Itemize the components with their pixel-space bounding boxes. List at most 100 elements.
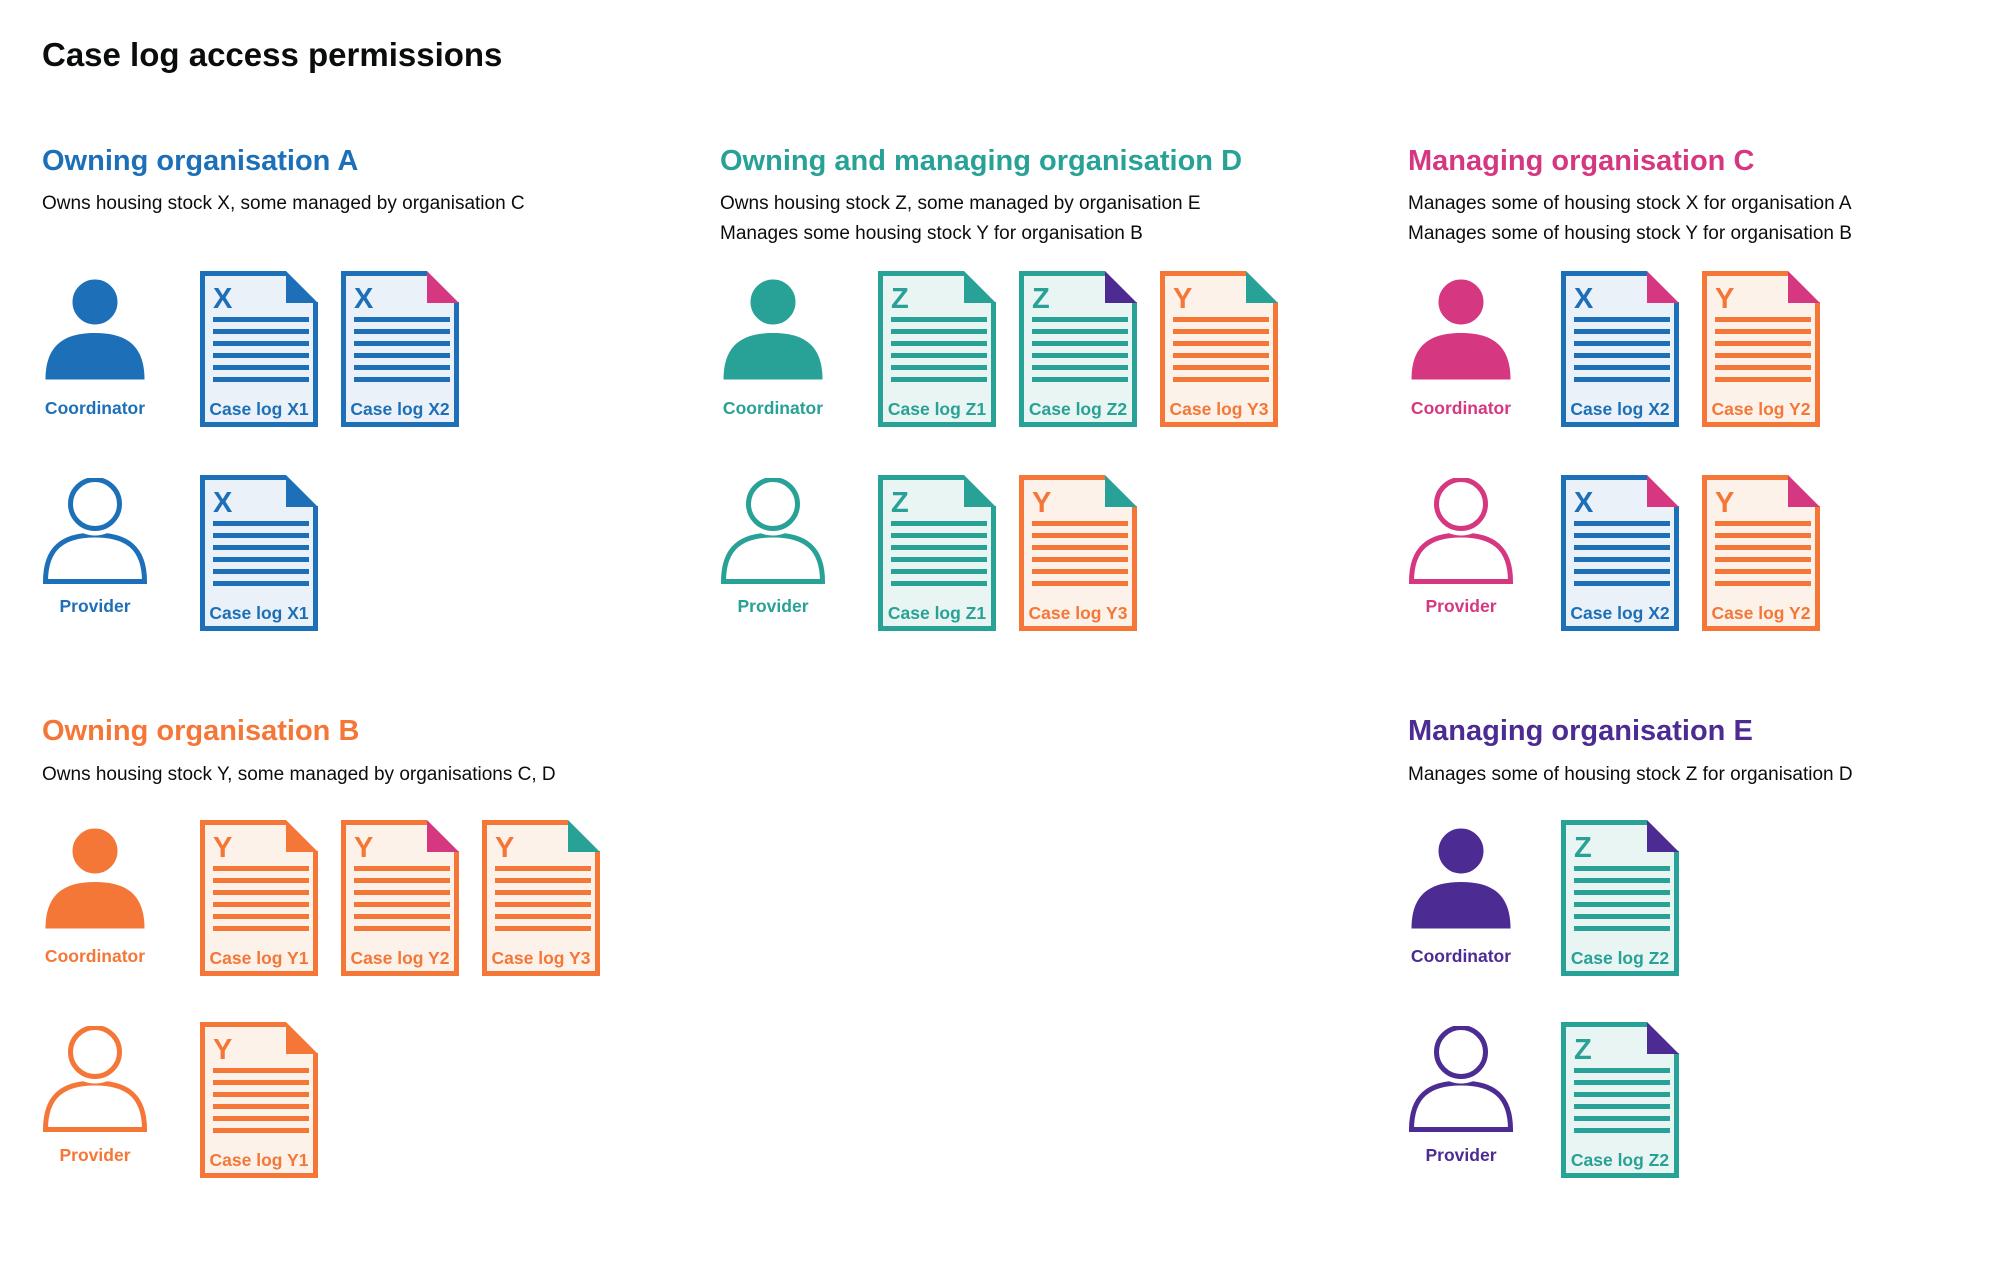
coordinator-person-glyph (45, 824, 145, 929)
case-log-doc: Y Case log Y3 (1160, 271, 1278, 427)
case-log-doc: Z Case log Z2 (1561, 820, 1679, 976)
doc-border (1702, 271, 1820, 427)
case-log-doc-icon: Y Case log Y1 (200, 820, 318, 976)
org-heading: Managing organisation C (1408, 145, 1755, 177)
doc-page (880, 477, 994, 629)
doc-stock-letter: Y (354, 832, 373, 864)
doc-fold (1105, 475, 1137, 507)
coordinator-label: Coordinator (44, 946, 146, 966)
doc-fold (1647, 271, 1679, 303)
case-log-doc-icon: Y Case log Y3 (482, 820, 600, 976)
coordinator-person-glyph (1411, 275, 1511, 380)
coordinator-icon (43, 275, 147, 382)
org-description-line: Owns housing stock Z, some managed by or… (720, 193, 1201, 214)
doc-border (200, 820, 318, 976)
doc-fold (286, 475, 318, 507)
person-head (68, 1025, 122, 1079)
doc-fold (427, 271, 459, 303)
doc-border (1561, 475, 1679, 631)
case-log-doc: Y Case log Y2 (341, 820, 459, 976)
coordinator-person-glyph (45, 275, 145, 380)
provider-person-glyph (1408, 1020, 1514, 1132)
coordinator-icon (721, 275, 825, 382)
doc-border (1561, 271, 1679, 427)
person-body (42, 1080, 148, 1132)
doc-fold (286, 820, 318, 852)
case-log-doc: Y Case log Y3 (482, 820, 600, 976)
case-log-doc: Z Case log Z2 (1561, 1022, 1679, 1178)
doc-label: Case log Y1 (210, 948, 309, 968)
coordinator-icon (43, 824, 147, 931)
doc-fold (1788, 475, 1820, 507)
coordinator-label: Coordinator (1410, 398, 1512, 418)
doc-label: Case log Y2 (1712, 399, 1811, 419)
doc-page (1563, 822, 1677, 974)
case-log-doc-icon: Z Case log Z2 (1561, 1022, 1679, 1178)
provider-icon (42, 472, 148, 584)
doc-page (343, 273, 457, 425)
case-log-doc-icon: Z Case log Z1 (878, 271, 996, 427)
doc-fold (1647, 820, 1679, 852)
doc-stock-letter: X (213, 487, 233, 519)
doc-border (1160, 271, 1278, 427)
person-body (1411, 333, 1511, 380)
person-head (68, 275, 122, 329)
doc-stock-letter: X (213, 283, 233, 315)
provider-icon (1408, 1020, 1514, 1132)
doc-stock-letter: Y (1173, 283, 1192, 315)
case-log-doc-icon: Y Case log Y1 (200, 1022, 318, 1178)
doc-label: Case log Y2 (351, 948, 450, 968)
coordinator-label: Coordinator (44, 398, 146, 418)
doc-fold (1647, 1022, 1679, 1054)
org-heading: Owning organisation B (42, 715, 360, 747)
person-body (1408, 1080, 1514, 1132)
doc-stock-letter: Y (1715, 283, 1734, 315)
coordinator-icon (1409, 824, 1513, 931)
person-head (1434, 477, 1488, 531)
doc-label: Case log X1 (209, 603, 308, 623)
doc-page (1021, 273, 1135, 425)
doc-page (1563, 477, 1677, 629)
doc-page (202, 1024, 316, 1176)
doc-border (878, 475, 996, 631)
provider-person-glyph (720, 472, 826, 584)
doc-label: Case log Z2 (1571, 1150, 1669, 1170)
doc-stock-letter: X (1574, 283, 1594, 315)
doc-border (1561, 820, 1679, 976)
org-heading: Owning organisation A (42, 145, 359, 177)
doc-page (1704, 273, 1818, 425)
provider-icon (42, 1020, 148, 1132)
doc-label: Case log Y3 (1170, 399, 1269, 419)
doc-fold (427, 820, 459, 852)
person-head (1434, 275, 1488, 329)
case-log-doc: Y Case log Y1 (200, 820, 318, 976)
doc-border (1019, 271, 1137, 427)
org-heading: Managing organisation E (1408, 715, 1753, 747)
provider-person-glyph (42, 472, 148, 584)
doc-fold (1647, 475, 1679, 507)
person-body (720, 532, 826, 584)
case-log-doc: Z Case log Z2 (1019, 271, 1137, 427)
doc-border (200, 271, 318, 427)
doc-page (1704, 477, 1818, 629)
doc-border (482, 820, 600, 976)
provider-icon (720, 472, 826, 584)
doc-border (341, 820, 459, 976)
person-body (723, 333, 823, 380)
person-body (1408, 532, 1514, 584)
doc-label: Case log X2 (1570, 399, 1669, 419)
person-head (1434, 824, 1488, 878)
doc-border (1702, 475, 1820, 631)
case-log-doc: Y Case log Y1 (200, 1022, 318, 1178)
case-log-doc-icon: Z Case log Z1 (878, 475, 996, 631)
person-body (42, 532, 148, 584)
case-log-doc-icon: X Case log X1 (200, 271, 318, 427)
provider-label: Provider (59, 596, 131, 616)
case-log-doc-icon: X Case log X1 (200, 475, 318, 631)
doc-page (202, 273, 316, 425)
doc-page (1563, 1024, 1677, 1176)
person-head (746, 477, 800, 531)
doc-fold (964, 475, 996, 507)
org-description-line: Manages some housing stock Y for organis… (720, 223, 1143, 244)
